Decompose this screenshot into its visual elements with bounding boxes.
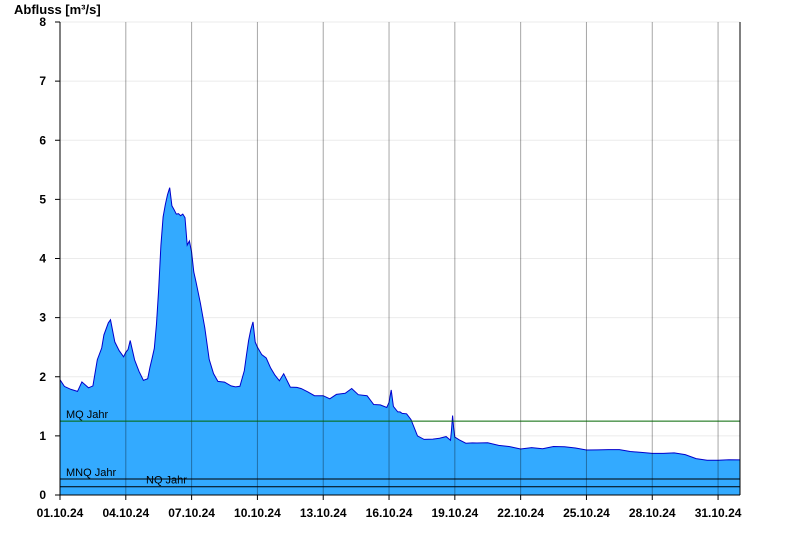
x-tick-label: 01.10.24 — [37, 506, 84, 520]
x-tick-labels: 01.10.24 04.10.24 07.10.24 10.10.24 13.10.24… — [37, 495, 742, 520]
y-axis-label: Abfluss [m³/s] — [14, 2, 101, 17]
y-tick-label: 5 — [39, 192, 46, 206]
x-tick-label: 25.10.24 — [563, 506, 610, 520]
x-tick-label: 10.10.24 — [234, 506, 281, 520]
y-tick-label: 8 — [39, 15, 46, 29]
y-tick-label: 0 — [39, 488, 46, 502]
y-tick-labels: 0 1 2 3 4 5 6 7 8 — [39, 15, 60, 502]
x-tick-label: 28.10.24 — [629, 506, 676, 520]
ref-label-0: MQ Jahr — [66, 409, 109, 421]
y-tick-label: 3 — [39, 311, 46, 325]
x-tick-label: 22.10.24 — [497, 506, 544, 520]
discharge-fill — [60, 187, 740, 495]
x-tick-label: 16.10.24 — [366, 506, 413, 520]
x-tick-label: 19.10.24 — [431, 506, 478, 520]
x-tick-label: 07.10.24 — [168, 506, 215, 520]
x-tick-label: 13.10.24 — [300, 506, 347, 520]
y-tick-label: 6 — [39, 133, 46, 147]
x-tick-label: 04.10.24 — [102, 506, 149, 520]
y-tick-label: 4 — [39, 252, 46, 266]
y-tick-label: 1 — [39, 429, 46, 443]
x-tick-label: 31.10.24 — [695, 506, 742, 520]
reference-lines: MQ Jahr MNQ Jahr NQ Jahr — [60, 409, 740, 488]
y-tick-label: 2 — [39, 370, 46, 384]
discharge-line — [59, 187, 741, 461]
ref-label-2: NQ Jahr — [146, 475, 187, 487]
y-tick-label: 7 — [39, 74, 46, 88]
ref-label-1: MNQ Jahr — [66, 467, 116, 479]
